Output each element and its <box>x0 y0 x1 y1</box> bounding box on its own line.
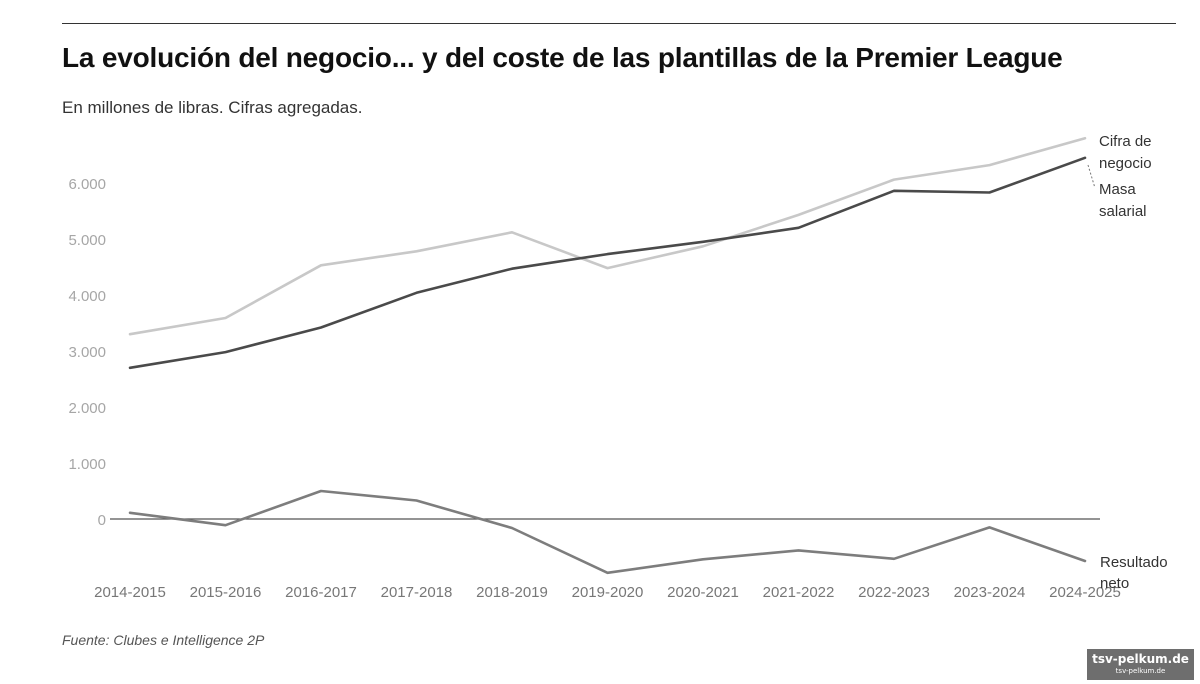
label-connector <box>1087 164 1096 189</box>
x-tick-label: 2014-2015 <box>94 584 166 601</box>
x-tick-label: 2018-2019 <box>476 584 548 601</box>
y-tick-label: 3.000 <box>68 344 106 361</box>
y-tick-label: 5.000 <box>68 232 106 249</box>
series-label: salarial <box>1099 203 1147 220</box>
top-rule <box>62 23 1176 24</box>
x-tick-label: 2019-2020 <box>572 584 644 601</box>
series-label: negocio <box>1099 155 1152 172</box>
y-tick-label: 0 <box>98 512 106 529</box>
watermark-badge: tsv-pelkum.de tsv-pelkum.de <box>1087 649 1194 680</box>
source-note: Fuente: Clubes e Intelligence 2P <box>62 632 265 648</box>
series-line-masa-salarial <box>128 156 1087 370</box>
chart-subtitle: En millones de libras. Cifras agregadas. <box>62 98 363 117</box>
y-tick-label: 2.000 <box>68 400 106 417</box>
series-line-resultado-neto <box>128 489 1087 575</box>
x-tick-label: 2016-2017 <box>285 584 357 601</box>
watermark-text: tsv-pelkum.de <box>1092 652 1189 666</box>
series-line-cifra-de-negocio <box>128 136 1087 336</box>
x-tick-label: 2021-2022 <box>763 584 835 601</box>
series-label: Cifra de <box>1099 133 1152 150</box>
y-tick-label: 6.000 <box>68 176 106 193</box>
watermark-subtext: tsv-pelkum.de <box>1115 667 1166 675</box>
series-label: Resultado <box>1100 554 1168 571</box>
x-tick-label: 2020-2021 <box>667 584 739 601</box>
x-tick-label: 2023-2024 <box>954 584 1026 601</box>
chart-title: La evolución del negocio... y del coste … <box>62 42 1063 73</box>
y-tick-label: 1.000 <box>68 456 106 473</box>
y-tick-label: 4.000 <box>68 288 106 305</box>
x-tick-label: 2017-2018 <box>381 584 453 601</box>
series-label: Masa <box>1099 181 1136 198</box>
series-label: neto <box>1100 575 1129 592</box>
x-tick-label: 2024-2025 <box>1049 584 1121 601</box>
x-tick-label: 2015-2016 <box>190 584 262 601</box>
x-tick-label: 2022-2023 <box>858 584 930 601</box>
